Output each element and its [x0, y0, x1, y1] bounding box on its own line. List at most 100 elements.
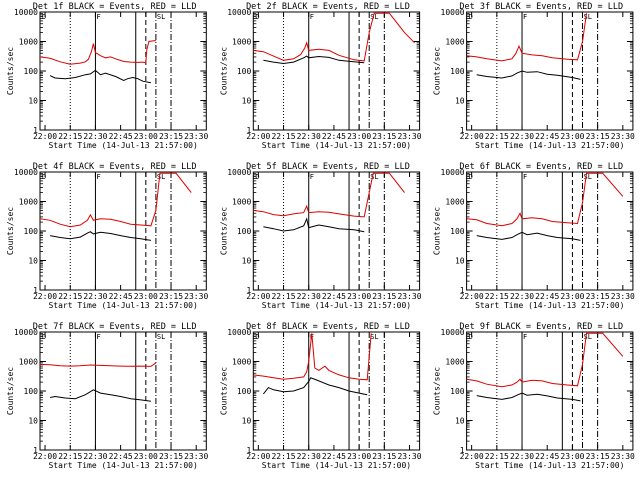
- marker-label: F: [523, 333, 527, 341]
- y-axis-label: Counts/sec: [6, 367, 15, 415]
- marker-label: D: [469, 13, 473, 21]
- marker-label: SL: [157, 13, 165, 21]
- y-tick-label: 100: [237, 67, 252, 76]
- x-tick-label: 23:00: [560, 292, 584, 301]
- marker-label: F: [523, 13, 527, 21]
- y-tick-label: 1000: [19, 38, 38, 47]
- lld-series-line: [466, 172, 624, 227]
- panel-det-1: Det 1f BLACK = Events, RED = LLD 1 10 100 10…: [6, 2, 208, 150]
- events-series-line: [476, 70, 581, 80]
- x-tick-label: 23:15: [586, 452, 610, 461]
- x-tick-label: 23:15: [159, 292, 183, 301]
- x-tick-label: 22:15: [271, 452, 295, 461]
- x-tick-label: 22:15: [271, 132, 295, 141]
- x-tick-label: 23:00: [347, 292, 371, 301]
- lld-series-line: [40, 362, 157, 367]
- events-series-line: [50, 389, 151, 402]
- plot-frame: [466, 331, 634, 451]
- y-axis-label: Counts/sec: [6, 207, 15, 255]
- panel-det-2: Det 2f BLACK = Events, RED = LLD 1 10 100 10…: [219, 2, 421, 150]
- y-tick-label: 10000: [441, 168, 465, 177]
- y-tick-label: 10000: [227, 328, 251, 337]
- x-axis-label: Start Time (14-Jul-13 21:57:00): [262, 301, 411, 310]
- x-tick-label: 22:45: [322, 292, 346, 301]
- plot-frame: [466, 171, 634, 291]
- x-tick-label: 23:15: [372, 452, 396, 461]
- marker-label: F: [96, 173, 100, 181]
- lld-series-line: [40, 172, 192, 228]
- marker-label: F: [310, 173, 314, 181]
- x-tick-label: 23:00: [560, 132, 584, 141]
- y-tick-label: 10: [28, 97, 38, 106]
- x-tick-label: 23:15: [586, 292, 610, 301]
- panel-det-7: Det 7f BLACK = Events, RED = LLD 1 10 100 10…: [6, 322, 208, 470]
- y-tick-label: 1000: [445, 198, 464, 207]
- x-tick-label: 22:00: [460, 292, 484, 301]
- x-axis-label: Start Time (14-Jul-13 21:57:00): [48, 461, 197, 470]
- panel-title: Det 8f BLACK = Events, RED = LLD: [246, 322, 410, 332]
- x-tick-label: 22:15: [271, 292, 295, 301]
- y-tick-label: 1000: [445, 38, 464, 47]
- x-tick-label: 22:15: [485, 452, 509, 461]
- plot-frame: [252, 171, 421, 291]
- marker-label: D: [255, 333, 259, 341]
- x-axis-label: Start Time (14-Jul-13 21:57:00): [262, 461, 411, 470]
- marker-label: SL: [370, 173, 378, 181]
- x-tick-label: 22:00: [33, 132, 57, 141]
- y-axis-label: Counts/sec: [433, 207, 442, 255]
- lld-series-line: [466, 332, 624, 388]
- lld-series-line: [40, 40, 156, 65]
- plot-frame: [252, 11, 421, 131]
- marker-label: SL: [584, 333, 592, 341]
- x-axis-label: Start Time (14-Jul-13 21:57:00): [475, 301, 624, 310]
- x-tick-label: 22:30: [297, 292, 321, 301]
- x-tick-label: 22:45: [109, 132, 133, 141]
- x-tick-label: 22:30: [510, 132, 534, 141]
- y-axis-label: Counts/sec: [219, 47, 228, 95]
- y-tick-label: 1: [246, 126, 251, 135]
- panel-title: Det 5f BLACK = Events, RED = LLD: [246, 162, 410, 172]
- lld-series-line: [466, 13, 587, 62]
- panel-det-9: Det 9f BLACK = Events, RED = LLD 1 10 100 10…: [433, 322, 635, 470]
- panel-title: Det 4f BLACK = Events, RED = LLD: [33, 162, 197, 172]
- y-tick-label: 100: [450, 67, 465, 76]
- x-axis-label: Start Time (14-Jul-13 21:57:00): [262, 141, 411, 150]
- marker-label: D: [42, 333, 46, 341]
- x-tick-label: 23:15: [586, 132, 610, 141]
- x-axis-label: Start Time (14-Jul-13 21:57:00): [475, 141, 624, 150]
- y-axis-label: Counts/sec: [6, 47, 15, 95]
- x-tick-label: 23:30: [611, 292, 635, 301]
- y-tick-label: 1: [33, 126, 38, 135]
- y-axis-label: Counts/sec: [219, 207, 228, 255]
- y-tick-label: 10: [455, 97, 465, 106]
- x-tick-label: 23:15: [372, 292, 396, 301]
- x-tick-label: 23:30: [611, 132, 635, 141]
- marker-label: D: [255, 173, 259, 181]
- x-tick-label: 22:15: [58, 132, 82, 141]
- y-tick-label: 1000: [232, 38, 251, 47]
- events-series-line: [49, 69, 151, 84]
- y-axis-label: Counts/sec: [433, 367, 442, 415]
- panel-det-3: Det 3f BLACK = Events, RED = LLD 1 10 100 10…: [433, 2, 635, 150]
- x-tick-label: 23:00: [560, 452, 584, 461]
- plot-frame: [39, 11, 207, 131]
- y-tick-label: 10: [455, 417, 465, 426]
- y-tick-label: 10: [455, 257, 465, 266]
- events-series-line: [263, 377, 368, 396]
- y-tick-label: 100: [237, 387, 252, 396]
- x-tick-label: 22:00: [460, 452, 484, 461]
- x-tick-label: 22:45: [322, 132, 346, 141]
- y-tick-label: 10000: [14, 328, 38, 337]
- y-tick-label: 10: [242, 257, 252, 266]
- x-axis-label: Start Time (14-Jul-13 21:57:00): [48, 141, 197, 150]
- y-tick-label: 1000: [232, 358, 251, 367]
- events-series-line: [263, 55, 365, 65]
- x-tick-label: 23:30: [184, 452, 208, 461]
- marker-label: F: [96, 333, 100, 341]
- y-tick-label: 1000: [19, 198, 38, 207]
- panel-det-4: Det 4f BLACK = Events, RED = LLD 1 10 100 10…: [6, 162, 208, 310]
- y-axis-label: Counts/sec: [219, 367, 228, 415]
- y-tick-label: 10000: [14, 8, 38, 17]
- x-tick-label: 23:30: [611, 452, 635, 461]
